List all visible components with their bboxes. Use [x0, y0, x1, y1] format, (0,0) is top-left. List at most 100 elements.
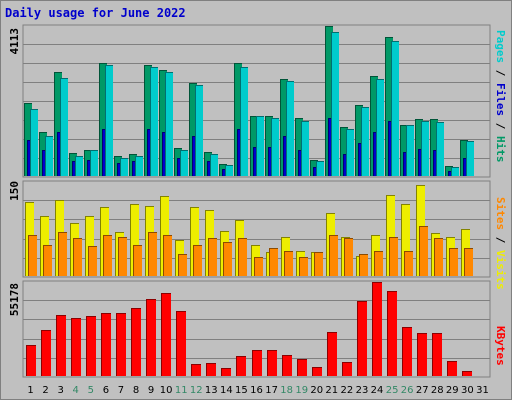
- hits-bar-edge: [204, 152, 205, 176]
- kbytes-bar-edge: [131, 308, 132, 376]
- pages-bar-fill: [45, 136, 53, 176]
- sites-legend-label: Sites: [494, 197, 507, 231]
- files-bar-edge: [102, 129, 103, 176]
- sites-bar-fill: [464, 248, 473, 276]
- kbytes-bar-edge: [41, 330, 42, 376]
- kbytes-bar-top: [236, 356, 246, 357]
- visits-bar-day-8: [130, 204, 139, 276]
- kbytes-bar-top: [357, 301, 367, 302]
- pages-bar-top: [466, 141, 474, 142]
- pages-bar-top: [436, 122, 444, 123]
- sites-bar-fill: [118, 237, 127, 276]
- day-tick-label: 19: [295, 385, 308, 396]
- kbytes-bar-fill: [297, 359, 307, 376]
- kbytes-bar-top: [191, 364, 201, 365]
- pages-bar-day-7: [120, 158, 128, 176]
- files-bar-edge: [132, 161, 133, 176]
- day-tick-label: 6: [103, 385, 109, 396]
- sites-bar-fill: [208, 238, 217, 276]
- sites-bar-edge: [148, 232, 149, 276]
- sites-bar-top: [404, 251, 413, 252]
- hits-bar-day-26: [400, 125, 408, 176]
- sites-bar-top: [389, 237, 398, 238]
- kbytes-bar-top: [56, 315, 66, 316]
- sites-bar-top: [148, 232, 157, 233]
- kbytes-bar-fill: [146, 299, 156, 376]
- sites-bar-top: [434, 238, 443, 239]
- sites-bar-top: [314, 252, 323, 253]
- sites-bar-day-8: [133, 245, 142, 276]
- hits-bar-edge: [460, 140, 461, 176]
- sites-bar-fill: [58, 232, 67, 276]
- kbytes-bar-fill: [327, 332, 337, 376]
- files-bar-edge: [162, 132, 163, 176]
- sites-bar-top: [359, 254, 368, 255]
- kbytes-bar-top: [101, 313, 111, 314]
- kbytes-bar-day-10: [161, 293, 171, 376]
- visits-bar-top: [341, 237, 350, 238]
- visits-bar-top: [235, 220, 244, 221]
- sites-bar-top: [344, 238, 353, 239]
- hits-bar-fill: [144, 65, 152, 176]
- hits-bar-edge: [144, 65, 145, 176]
- kbytes-bar-edge: [387, 291, 388, 376]
- sites-bar-fill: [389, 237, 398, 276]
- visits-bar-top: [85, 216, 94, 217]
- sites-bar-fill: [73, 238, 82, 276]
- pages-bar-top: [210, 154, 218, 155]
- hits-bar-edge: [54, 72, 55, 176]
- visits-bar-edge: [461, 229, 462, 276]
- kbytes-bar-day-21: [327, 332, 337, 376]
- sites-bar-top: [58, 232, 67, 233]
- kbytes-bar-fill: [221, 368, 231, 376]
- pages-bar-day-9: [150, 67, 158, 176]
- visits-bar-day-12: [190, 207, 199, 276]
- sites-bar-top: [118, 237, 127, 238]
- pages-bar-day-26: [406, 125, 414, 176]
- visits-bar-top: [371, 235, 380, 236]
- sites-bar-day-3: [58, 232, 67, 276]
- sites-bar-fill: [163, 235, 172, 276]
- visits-bar-edge: [446, 237, 447, 276]
- pages-bar-top: [451, 167, 459, 168]
- sites-bar-fill: [314, 252, 323, 276]
- pages-bar-top: [135, 156, 143, 157]
- kbytes-bar-edge: [297, 359, 298, 376]
- sites-bar-edge: [374, 251, 375, 276]
- kbytes-bar-fill: [447, 361, 457, 376]
- visits-bar-day-26: [401, 204, 410, 276]
- hits-bar-fill: [295, 118, 303, 176]
- pages-bar-fill: [165, 72, 173, 176]
- sites-bar-fill: [374, 251, 383, 276]
- kbytes-bar-fill: [402, 327, 412, 376]
- visits-bar-top: [190, 207, 199, 208]
- pages-bar-day-29: [451, 167, 459, 176]
- visits-bar-top: [25, 202, 34, 203]
- hits-bar-top: [99, 63, 107, 64]
- day-tick-label: 22: [341, 385, 354, 396]
- kbytes-bar-edge: [267, 350, 268, 376]
- pages-bar-fill: [451, 167, 459, 176]
- kbytes-bar-fill: [387, 291, 397, 376]
- visits-bar-top: [446, 237, 455, 238]
- hits-bar-day-3: [54, 72, 62, 176]
- day-tick-label: 7: [118, 385, 124, 396]
- pages-bar-fill: [90, 150, 98, 176]
- sites-bar-day-12: [193, 245, 202, 276]
- kbytes-bar-day-8: [131, 308, 141, 376]
- kbytes-bar-edge: [86, 316, 87, 376]
- kbytes-bar-edge: [312, 367, 313, 376]
- sites-bar-edge: [299, 257, 300, 276]
- kbytes-bar-day-23: [357, 301, 367, 376]
- visits-bar-day-25: [386, 195, 395, 276]
- pages-bar-fill: [150, 67, 158, 176]
- hits-files-pages-panel: [22, 24, 491, 178]
- sites-bar-fill: [43, 245, 52, 276]
- visits-bar-top: [251, 245, 260, 246]
- pages-bar-fill: [391, 41, 399, 176]
- hits-bar-day-10: [159, 70, 167, 176]
- files-bar-edge: [222, 169, 223, 176]
- kbytes-bar-fill: [342, 362, 352, 376]
- kbytes-bar-day-15: [236, 356, 246, 376]
- kbytes-bar-edge: [191, 364, 192, 376]
